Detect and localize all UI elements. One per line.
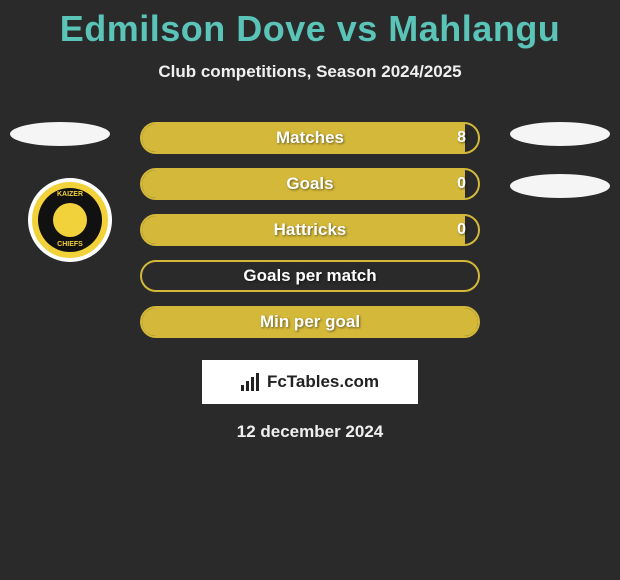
- player-left-placeholder: [10, 122, 110, 146]
- badge-text-top: KAIZER: [38, 191, 102, 199]
- stat-bar: Goals0: [140, 168, 480, 200]
- stat-bar-value: 0: [457, 216, 466, 244]
- stat-bar-label: Hattricks: [142, 216, 478, 244]
- branding-text: FcTables.com: [267, 372, 379, 392]
- stat-bar-value: 8: [457, 124, 466, 152]
- stat-bar: Goals per match: [140, 260, 480, 292]
- badge-text-bottom: CHIEFS: [38, 241, 102, 249]
- club-badge-inner: KAIZER CHIEFS: [38, 188, 102, 252]
- stat-bar: Min per goal: [140, 306, 480, 338]
- subtitle: Club competitions, Season 2024/2025: [0, 62, 620, 82]
- branding-bars-icon: [241, 373, 259, 391]
- stat-bar: Hattricks0: [140, 214, 480, 246]
- stat-bar-value: 0: [457, 170, 466, 198]
- badge-head-icon: [53, 203, 87, 237]
- stat-bar: Matches8: [140, 122, 480, 154]
- stat-bars: Matches8Goals0Hattricks0Goals per matchM…: [140, 122, 480, 338]
- stat-bar-label: Matches: [142, 124, 478, 152]
- stat-bar-label: Goals per match: [142, 262, 478, 290]
- page-title: Edmilson Dove vs Mahlangu: [0, 0, 620, 50]
- player-right-placeholder-1: [510, 122, 610, 146]
- date-text: 12 december 2024: [0, 422, 620, 442]
- stat-bar-label: Goals: [142, 170, 478, 198]
- club-badge: KAIZER CHIEFS: [28, 178, 112, 262]
- comparison-content: KAIZER CHIEFS Matches8Goals0Hattricks0Go…: [0, 122, 620, 442]
- player-right-placeholder-2: [510, 174, 610, 198]
- branding-box: FcTables.com: [202, 360, 418, 404]
- stat-bar-label: Min per goal: [142, 308, 478, 336]
